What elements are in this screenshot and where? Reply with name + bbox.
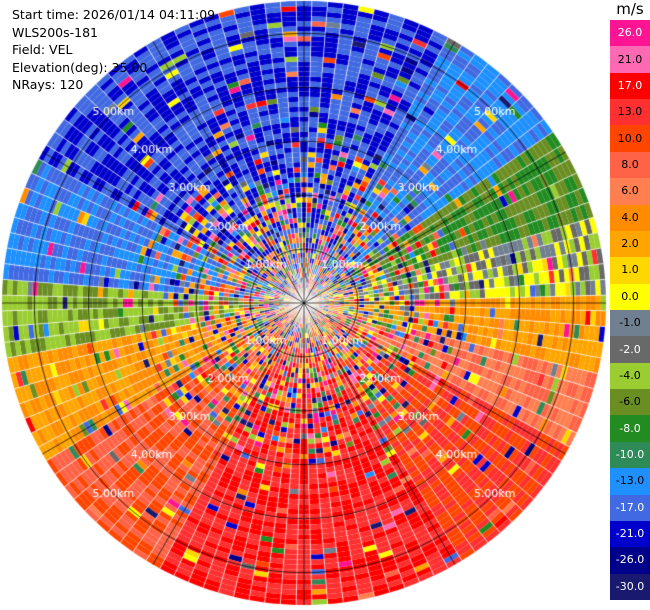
- colorbar-cell: [610, 257, 650, 285]
- colorbar-tick-label: -13.0: [615, 474, 645, 488]
- colorbar-cell: [610, 204, 650, 232]
- colorbar-tick-label: 4.0: [621, 210, 639, 224]
- elevation-text: Elevation(deg): 35.00: [12, 59, 148, 75]
- colorbar-tick-label: 13.0: [617, 105, 643, 119]
- colorbar-cell: [610, 125, 650, 153]
- colorbar-cell: [610, 389, 650, 416]
- colorbar-cell: [610, 362, 650, 390]
- colorbar-cell: [610, 151, 650, 179]
- colorbar-cell: [610, 336, 650, 364]
- colorbar-tick-label: 10.0: [617, 131, 643, 145]
- colorbar-cell: [610, 178, 650, 206]
- colorbar-tick-label: -8.0: [619, 421, 641, 435]
- nrays-text: NRays: 120: [12, 77, 84, 92]
- colorbar-tick-label: 2.0: [621, 237, 639, 251]
- colorbar: [610, 20, 650, 601]
- colorbar-cell: [610, 547, 650, 575]
- colorbar-tick-label: 26.0: [617, 26, 643, 40]
- colorbar-tick-label: -30.0: [615, 579, 645, 593]
- colorbar-tick-label: -6.0: [619, 395, 641, 409]
- colorbar-cell: [610, 230, 650, 258]
- colorbar-tick-label: 6.0: [621, 184, 639, 198]
- colorbar-cell: [610, 494, 650, 522]
- colorbar-tick-label: -21.0: [615, 527, 645, 541]
- colorbar-cell: [610, 46, 650, 74]
- colorbar-tick-label: 1.0: [621, 263, 639, 277]
- colorbar-cell: [610, 573, 650, 601]
- instrument-text: WLS200s-181: [12, 24, 98, 40]
- colorbar-cell: [610, 415, 650, 443]
- info-block: Start time: 2026/01/14 04:11:09 WLS200s-…: [12, 6, 215, 94]
- colorbar-cell: [610, 72, 650, 100]
- colorbar-tick-label: -10.0: [615, 448, 645, 461]
- colorbar-unit: m/s: [616, 0, 644, 18]
- colorbar-tick-label: 21.0: [617, 52, 643, 66]
- colorbar-tick-label: -4.0: [619, 368, 641, 382]
- colorbar-cell: [610, 99, 650, 126]
- colorbar-cell: [610, 520, 650, 548]
- colorbar-cell: [610, 20, 650, 47]
- colorbar-tick-label: 8.0: [621, 158, 639, 171]
- start-time-text: Start time: 2026/01/14 04:11:09: [12, 7, 216, 22]
- colorbar-cell: [610, 283, 650, 311]
- colorbar-cell: [610, 468, 650, 496]
- colorbar-tick-label: 0.0: [621, 289, 639, 303]
- ppi-plot: [0, 0, 610, 610]
- colorbar-cell: [610, 310, 650, 337]
- colorbar-tick-label: -2.0: [619, 342, 641, 356]
- colorbar-tick-label: 17.0: [617, 78, 643, 92]
- field-text: Field: VEL: [12, 42, 73, 57]
- colorbar-tick-label: -26.0: [615, 553, 645, 567]
- colorbar-cell: [610, 441, 650, 469]
- colorbar-tick-label: -1.0: [619, 316, 641, 330]
- colorbar-tick-label: -17.0: [615, 500, 645, 514]
